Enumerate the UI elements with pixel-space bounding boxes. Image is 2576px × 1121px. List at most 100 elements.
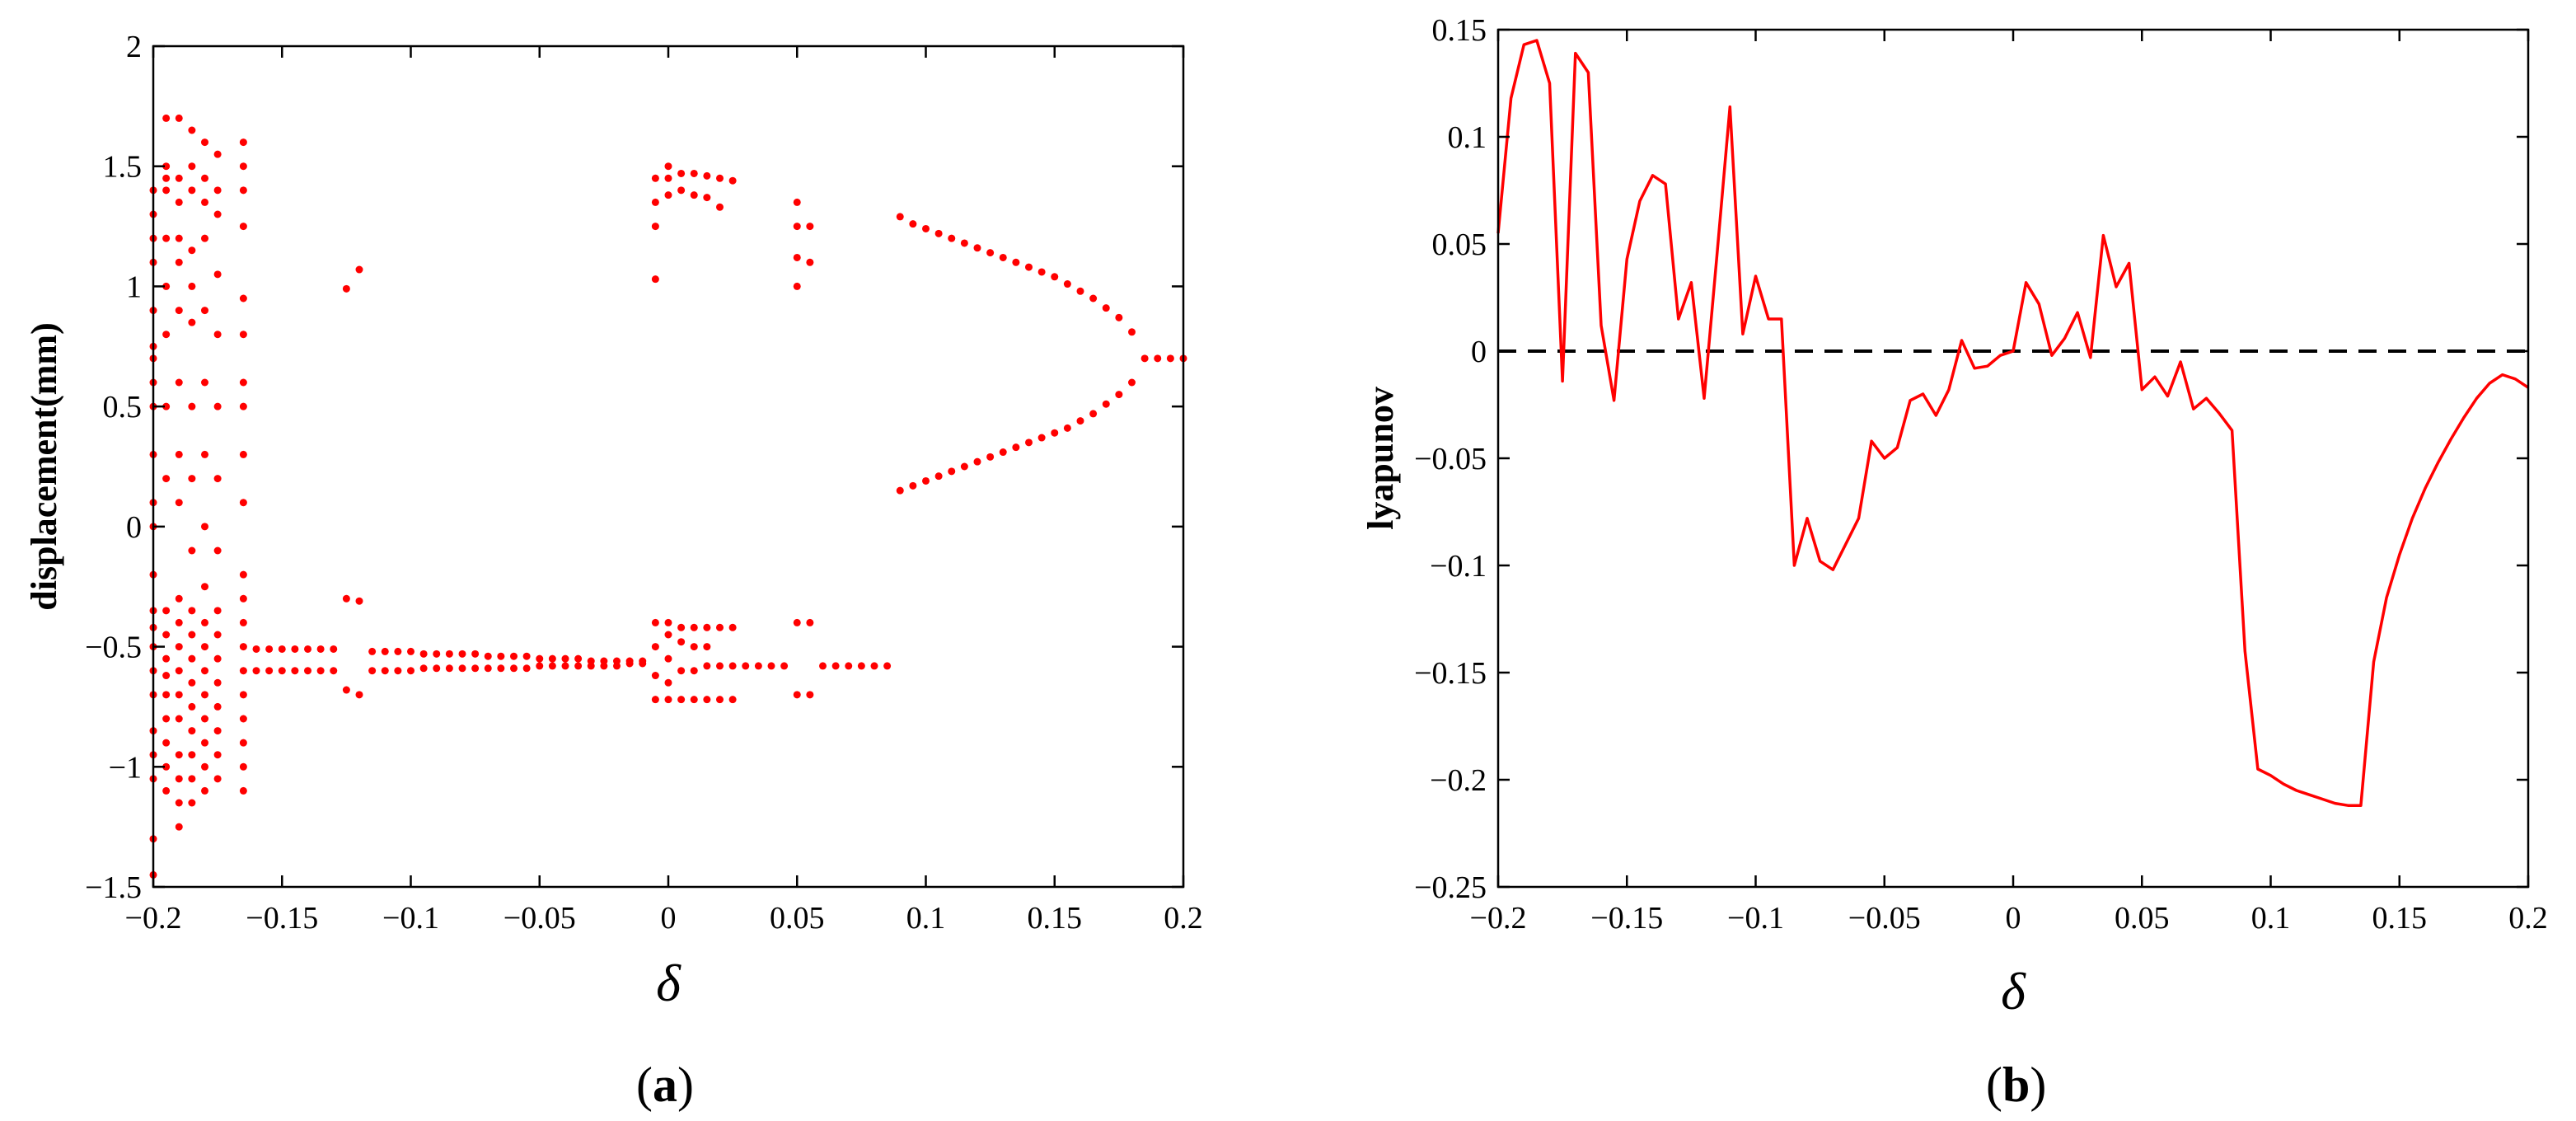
bifurcation-point bbox=[651, 696, 659, 704]
bifurcation-point bbox=[1115, 313, 1123, 321]
bifurcation-point bbox=[703, 194, 711, 202]
bifurcation-point bbox=[175, 198, 183, 206]
bifurcation-point bbox=[162, 114, 171, 122]
bifurcation-point bbox=[201, 174, 208, 182]
panel-b-x-tick-label: 0.2 bbox=[2508, 901, 2548, 936]
bifurcation-point bbox=[342, 686, 350, 694]
bifurcation-point bbox=[484, 664, 492, 673]
bifurcation-point bbox=[213, 702, 222, 711]
bifurcation-point bbox=[188, 402, 196, 410]
panel-b-plot-area bbox=[1496, 39, 2529, 807]
bifurcation-point bbox=[213, 150, 222, 158]
bifurcation-point bbox=[703, 662, 711, 670]
bifurcation-point bbox=[948, 467, 956, 476]
panel-b-ticks: −0.2 −0.15 −0.1 −0.05 0 0.05 0.1 0.15 0.2−0.25−0… bbox=[1414, 13, 2548, 936]
panel-b-caption-letter: b bbox=[2002, 1058, 2030, 1112]
bifurcation-point bbox=[239, 570, 247, 579]
bifurcation-point bbox=[793, 691, 801, 699]
bifurcation-point bbox=[188, 678, 196, 687]
bifurcation-point bbox=[1154, 354, 1162, 363]
bifurcation-point bbox=[162, 786, 171, 795]
bifurcation-point bbox=[536, 662, 544, 670]
panel-b-y-tick-label: −0.1 bbox=[1430, 549, 1487, 584]
bifurcation-point bbox=[162, 631, 171, 639]
bifurcation-point bbox=[677, 667, 686, 675]
panel-a-y-tick-label: −1 bbox=[109, 750, 142, 785]
bifurcation-point bbox=[664, 631, 672, 639]
bifurcation-point bbox=[1128, 328, 1136, 336]
bifurcation-point bbox=[639, 657, 647, 665]
bifurcation-point bbox=[175, 823, 183, 831]
bifurcation-point bbox=[433, 650, 441, 658]
bifurcation-point bbox=[986, 249, 995, 257]
bifurcation-point bbox=[239, 186, 247, 195]
bifurcation-point bbox=[201, 691, 208, 699]
bifurcation-point bbox=[677, 186, 686, 195]
bifurcation-point bbox=[239, 691, 247, 699]
bifurcation-point bbox=[793, 223, 801, 231]
bifurcation-point bbox=[999, 253, 1007, 261]
bifurcation-point bbox=[213, 631, 222, 639]
bifurcation-point bbox=[265, 645, 274, 653]
bifurcation-point bbox=[1012, 443, 1020, 452]
bifurcation-point bbox=[754, 662, 762, 670]
bifurcation-point bbox=[1025, 439, 1033, 447]
bifurcation-point bbox=[1076, 417, 1084, 425]
lyapunov-series-line bbox=[1496, 39, 2529, 807]
panel-b-x-tick-label: −0.15 bbox=[1590, 901, 1663, 936]
panel-b-y-tick-label: −0.2 bbox=[1430, 763, 1487, 798]
panel-b-y-tick-label: −0.15 bbox=[1414, 656, 1487, 691]
bifurcation-point bbox=[677, 638, 686, 646]
bifurcation-point bbox=[651, 618, 659, 626]
bifurcation-point bbox=[806, 691, 814, 699]
bifurcation-point bbox=[1012, 258, 1020, 266]
bifurcation-point bbox=[664, 162, 672, 171]
bifurcation-point bbox=[922, 224, 930, 232]
bifurcation-point bbox=[625, 657, 634, 665]
bifurcation-point bbox=[806, 618, 814, 626]
bifurcation-point bbox=[613, 657, 621, 665]
bifurcation-point bbox=[342, 284, 350, 293]
bifurcation-point bbox=[213, 678, 222, 687]
bifurcation-point bbox=[175, 499, 183, 507]
bifurcation-point bbox=[651, 275, 659, 284]
bifurcation-point bbox=[716, 203, 724, 211]
bifurcation-point bbox=[548, 654, 556, 663]
panel-a-x-tick-label: −0.1 bbox=[382, 901, 439, 936]
bifurcation-point bbox=[162, 234, 171, 242]
panel-a-y-tick-label: 1.5 bbox=[103, 150, 143, 185]
panel-a-x-tick-label: −0.05 bbox=[503, 901, 576, 936]
bifurcation-point bbox=[510, 652, 518, 660]
bifurcation-point bbox=[278, 667, 286, 675]
panel-b-x-tick-label: 0.05 bbox=[2115, 901, 2170, 936]
bifurcation-point bbox=[793, 282, 801, 290]
bifurcation-point bbox=[213, 751, 222, 759]
bifurcation-point bbox=[651, 198, 659, 206]
panel-a-plot-area bbox=[149, 114, 1187, 879]
panel-b-x-tick-label: −0.05 bbox=[1848, 901, 1921, 936]
panel-b: −0.2 −0.15 −0.1 −0.05 0 0.05 0.1 0.15 0.2−0.25−0… bbox=[1361, 13, 2548, 1112]
bifurcation-point bbox=[239, 294, 247, 303]
bifurcation-point bbox=[188, 162, 196, 171]
bifurcation-point bbox=[690, 696, 698, 704]
bifurcation-point bbox=[1128, 378, 1136, 387]
bifurcation-point bbox=[162, 715, 171, 723]
bifurcation-point bbox=[175, 258, 183, 266]
panel-a-y-tick-label: −0.5 bbox=[85, 631, 142, 665]
bifurcation-point bbox=[561, 654, 569, 663]
panel-a-axes-frame bbox=[152, 45, 1185, 889]
bifurcation-point bbox=[651, 174, 659, 182]
bifurcation-point bbox=[201, 739, 208, 747]
bifurcation-point bbox=[239, 786, 247, 795]
panel-b-x-axis-label: δ bbox=[2001, 962, 2026, 1020]
bifurcation-point bbox=[162, 331, 171, 339]
bifurcation-point bbox=[716, 174, 724, 182]
panel-a-y-tick-label: 2 bbox=[126, 30, 142, 64]
bifurcation-point bbox=[239, 138, 247, 147]
bifurcation-point bbox=[239, 739, 247, 747]
bifurcation-point bbox=[213, 270, 222, 279]
bifurcation-point bbox=[999, 448, 1007, 457]
bifurcation-point bbox=[1115, 391, 1123, 399]
bifurcation-point bbox=[175, 234, 183, 242]
